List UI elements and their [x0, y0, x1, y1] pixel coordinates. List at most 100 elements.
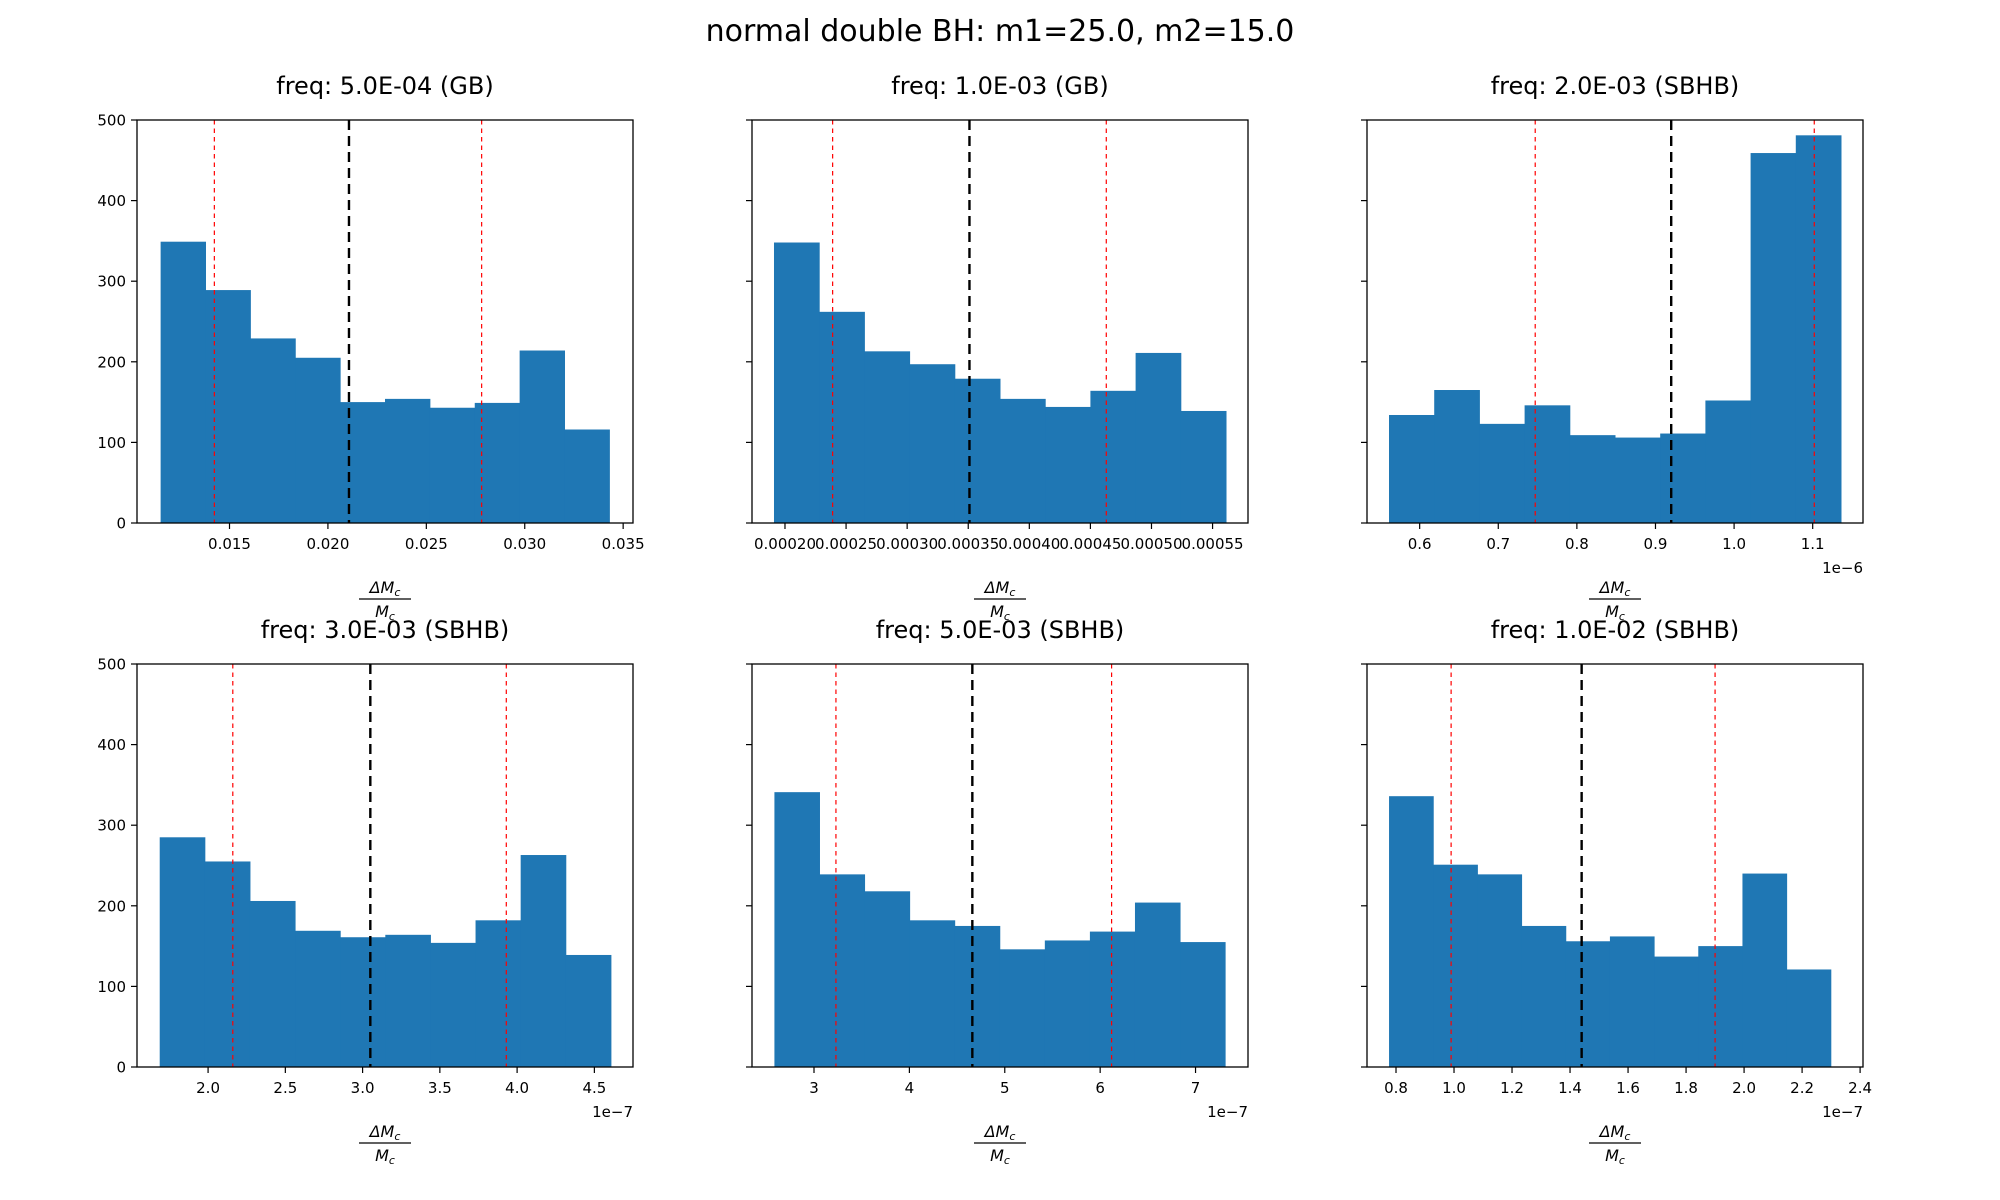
figure-title: normal double BH: m1=25.0, m2=15.0: [705, 14, 1295, 49]
x-axis-offset-label: 1e−7: [592, 1103, 633, 1121]
x-tick-label: 0.00035: [937, 535, 999, 553]
histogram-bar: [1389, 796, 1434, 1067]
x-tick-label: 1.8: [1674, 1079, 1698, 1097]
histogram-bar: [519, 350, 566, 523]
histogram-bar: [1742, 873, 1788, 1067]
histogram-bar: [249, 900, 296, 1067]
axes-frame: [1366, 119, 1864, 524]
subplot-title: freq: 2.0E-03 (SBHB): [1490, 72, 1740, 100]
y-tick-label: 500: [97, 112, 126, 130]
x-tick-label: 4.5: [582, 1079, 606, 1097]
histogram-bar: [999, 949, 1046, 1067]
x-tick-label: 0.00030: [876, 535, 938, 553]
histogram-bar: [1434, 390, 1480, 523]
histogram-bar: [160, 241, 206, 523]
histogram-bar: [385, 934, 431, 1067]
histogram-bar: [1044, 940, 1091, 1067]
histogram-bar: [774, 792, 820, 1067]
axes-frame: [136, 663, 634, 1068]
histogram-bar: [864, 891, 911, 1067]
x-tick-label: 0.035: [602, 535, 645, 553]
histogram-bar: [1521, 925, 1567, 1067]
x-tick-label: 0.00055: [1182, 535, 1244, 553]
histogram-bar: [1786, 969, 1832, 1067]
x-tick-label: 0.015: [208, 535, 251, 553]
histogram-canvas: 0.015 0.020 0.025 0.030 0.035 0 100 200 300 400 50…: [97, 112, 645, 624]
histogram-bar: [564, 429, 610, 523]
x-tick-label: 2.4: [1848, 1079, 1872, 1097]
x-tick-label: 0.00050: [1120, 535, 1182, 553]
histogram-bar: [819, 311, 865, 523]
histogram-bar: [430, 942, 477, 1067]
histogram-bar: [205, 290, 251, 523]
x-tick-label: 6: [1095, 1079, 1105, 1097]
y-tick-label: 0: [116, 515, 126, 533]
histogram-bar: [1698, 946, 1743, 1067]
x-tick-label: 4.0: [505, 1079, 529, 1097]
y-tick-label: 200: [97, 897, 126, 915]
x-tick-label: 0.7: [1486, 535, 1510, 553]
histogram-bar: [250, 338, 296, 523]
x-tick-label: 0.00045: [1059, 535, 1121, 553]
x-axis-offset-label: 1e−6: [1822, 559, 1863, 577]
histogram-bar: [954, 925, 1001, 1067]
histogram-canvas: 0.00020 0.00025 0.00030 0.00035 0.00040 0.000…: [746, 119, 1249, 623]
histogram-bar: [1180, 410, 1227, 523]
x-tick-label: 0.8: [1384, 1079, 1408, 1097]
histogram-bar: [1045, 406, 1091, 523]
y-tick-label: 300: [97, 817, 126, 835]
x-tick-label: 2.0: [196, 1079, 220, 1097]
histogram-bar: [475, 920, 522, 1067]
x-axis-label-numerator: ΔMc: [368, 1122, 401, 1143]
histogram-bar: [1000, 398, 1046, 523]
histogram-bar: [1090, 390, 1137, 523]
x-axis-label-numerator: ΔMc: [368, 578, 401, 599]
histogram-bar: [1660, 433, 1706, 523]
histogram-bar: [474, 402, 521, 523]
subplot-title: freq: 1.0E-03 (GB): [891, 72, 1109, 100]
histogram-bar: [385, 398, 431, 523]
y-tick-label: 400: [97, 192, 126, 210]
x-tick-label: 2.2: [1790, 1079, 1814, 1097]
x-axis-label-denominator: Mc: [1605, 1146, 1625, 1167]
y-tick-label: 100: [97, 978, 126, 996]
histogram-bar: [295, 930, 341, 1067]
x-tick-label: 4: [905, 1079, 915, 1097]
axes-frame: [136, 119, 634, 524]
x-tick-label: 3.5: [428, 1079, 452, 1097]
x-tick-label: 5: [1000, 1079, 1010, 1097]
x-axis-label-numerator: ΔMc: [1598, 578, 1631, 599]
histogram-bar: [1565, 941, 1611, 1067]
y-tick-label: 0: [116, 1059, 126, 1077]
x-tick-label: 0.00020: [754, 535, 816, 553]
x-tick-label: 1.1: [1801, 535, 1825, 553]
histogram-bar: [1477, 874, 1523, 1067]
subplot-6: freq: 1.0E-02 (SBHB) 0.8 1.0 1.2 1.4 1.6 1.8 2…: [1297, 610, 1897, 1176]
histogram-bar: [864, 351, 911, 523]
subplot-title: freq: 1.0E-02 (SBHB): [1490, 616, 1740, 644]
subplot-title: freq: 5.0E-03 (SBHB): [875, 616, 1125, 644]
y-tick-label: 400: [97, 736, 126, 754]
x-tick-label: 1.0: [1442, 1079, 1466, 1097]
histogram-bar: [1705, 400, 1752, 523]
histogram-bar: [340, 937, 386, 1067]
histogram-bar: [1795, 135, 1842, 523]
histogram-bar: [909, 364, 956, 523]
x-tick-label: 2.0: [1732, 1079, 1756, 1097]
y-tick-label: 200: [97, 353, 126, 371]
subplot-1: freq: 5.0E-04 (GB) 0.015 0.020 0.025 0.030 0…: [67, 66, 667, 632]
x-tick-label: 0.00040: [998, 535, 1060, 553]
x-tick-label: 3: [809, 1079, 819, 1097]
histogram-bar: [429, 407, 476, 523]
x-tick-label: 0.9: [1644, 535, 1668, 553]
x-tick-label: 0.020: [306, 535, 349, 553]
histogram-bar: [1180, 942, 1226, 1067]
x-axis-label-numerator: ΔMc: [983, 578, 1016, 599]
x-tick-label: 1.6: [1616, 1079, 1640, 1097]
histogram-bar: [204, 861, 251, 1067]
histogram-bar: [1389, 414, 1435, 523]
subplot-3: freq: 2.0E-03 (SBHB) 0.6 0.7 0.8 0.9 1.0 1.1 1…: [1297, 66, 1897, 632]
axes-frame: [751, 663, 1249, 1068]
